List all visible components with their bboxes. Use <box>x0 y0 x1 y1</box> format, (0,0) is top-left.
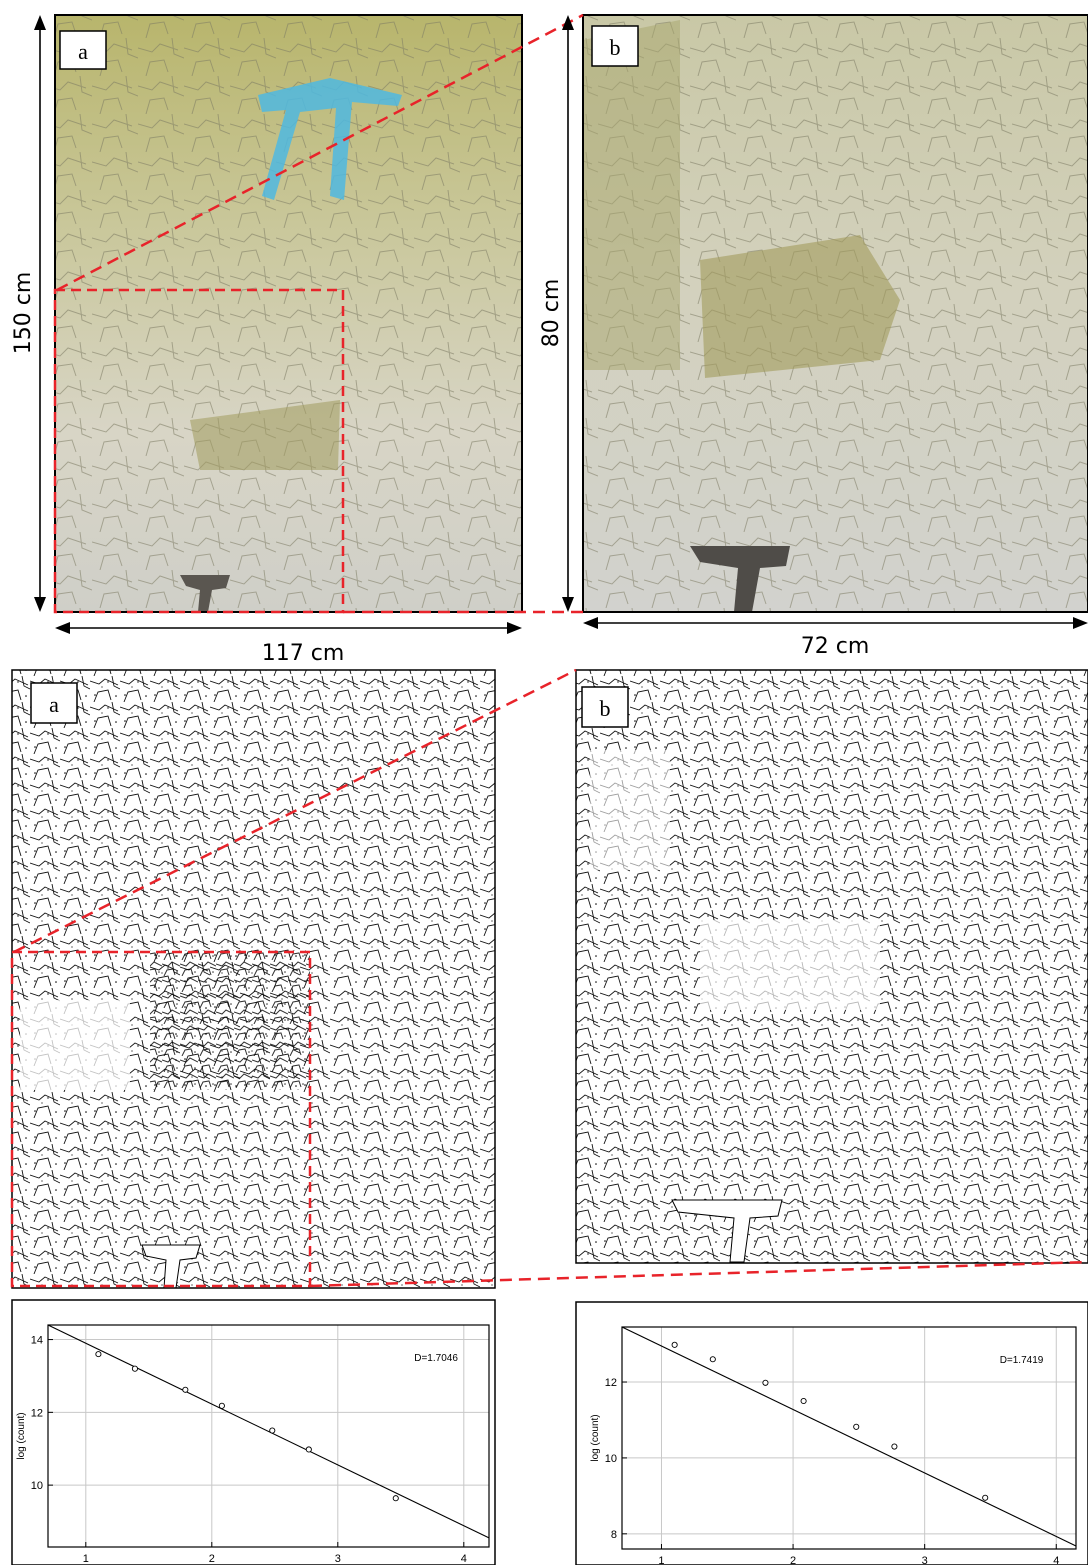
x-tick-label: 2 <box>209 1553 215 1565</box>
fit-line <box>47 1324 490 1539</box>
fit-line <box>621 1326 1077 1547</box>
dim-label-a-height: 150 cm <box>11 272 36 355</box>
y-tick-label: 12 <box>605 1377 617 1389</box>
x-tick-label: 4 <box>461 1553 467 1565</box>
data-point <box>982 1494 989 1501</box>
panel-tag-box <box>59 30 107 70</box>
edge-map-a: a <box>10 669 496 1289</box>
zoom-box-a <box>53 288 345 614</box>
y-tick-label: 12 <box>31 1407 43 1419</box>
panel-tag-mid-b: b <box>600 696 611 721</box>
data-point <box>95 1351 102 1358</box>
x-tick-label: 2 <box>790 1555 796 1565</box>
plot-area <box>621 1326 1077 1550</box>
panel-tag-mid-a: a <box>49 692 59 717</box>
hammer-icon <box>690 546 790 612</box>
dim-label-b-width: 72 cm <box>801 634 870 659</box>
y-axis-label: log (count) <box>16 1412 27 1459</box>
dim-label-b-height: 80 cm <box>539 279 564 348</box>
connector-map-bottom <box>309 1260 1088 1288</box>
hammer-icon <box>671 1199 783 1263</box>
rock-shadow <box>583 20 680 370</box>
plot-a-frame <box>11 1299 496 1565</box>
panel-tag-box <box>30 682 78 724</box>
x-tick-label: 3 <box>922 1555 928 1565</box>
data-point <box>853 1423 860 1430</box>
dim-label-a-width: 117 cm <box>262 641 345 666</box>
data-point <box>269 1427 276 1434</box>
data-point <box>709 1356 716 1363</box>
data-point <box>891 1443 898 1450</box>
y-tick-label: 10 <box>31 1480 43 1492</box>
dimension-b-width <box>583 617 1088 629</box>
zoom-box-a-map <box>10 950 312 1288</box>
data-point <box>392 1495 399 1502</box>
photo-a: a <box>53 14 523 614</box>
plot-b-frame <box>575 1301 1088 1565</box>
data-point <box>800 1397 807 1405</box>
rock-block <box>190 400 340 470</box>
blank-region <box>20 1000 130 1090</box>
connector-top <box>56 13 584 292</box>
dense-region <box>150 950 310 1090</box>
rock-block <box>700 235 900 378</box>
panel-tag-box <box>581 686 629 728</box>
y-tick-label: 10 <box>605 1453 617 1465</box>
x-tick-label: 1 <box>658 1555 664 1565</box>
panel-tag-top-b: b <box>610 35 621 60</box>
hammer-icon <box>180 575 230 612</box>
connector-map-top <box>13 668 577 954</box>
edge-map-b-frame <box>575 669 1088 1264</box>
paint-mark <box>258 78 402 200</box>
panel-tag-top-a: a <box>78 39 88 64</box>
panel-tag-box <box>591 25 639 67</box>
x-tick-label: 3 <box>335 1553 341 1565</box>
y-tick-label: 14 <box>31 1335 43 1347</box>
blank-region <box>590 750 670 870</box>
fractal-dimension-label: D=1.7419 <box>1000 1355 1044 1366</box>
dimension-a-width <box>55 622 522 634</box>
photo-b: b <box>582 14 1088 613</box>
data-point <box>762 1379 769 1386</box>
data-point <box>182 1386 189 1393</box>
data-point <box>671 1341 678 1348</box>
photo-b-frame <box>582 14 1088 613</box>
dimension-a-height <box>34 15 46 612</box>
dimension-b-height <box>562 15 574 612</box>
data-point <box>305 1446 312 1453</box>
x-tick-label: 4 <box>1053 1555 1059 1565</box>
edge-map-b: b <box>575 669 1088 1264</box>
blank-region <box>700 920 880 1010</box>
y-axis-label: log (count) <box>590 1414 601 1461</box>
data-point <box>131 1365 138 1372</box>
fractal-dimension-label: D=1.7046 <box>414 1353 458 1364</box>
x-tick-label: 1 <box>83 1553 89 1565</box>
data-point <box>218 1402 225 1409</box>
y-tick-label: 8 <box>611 1529 617 1541</box>
plot-area <box>47 1324 490 1548</box>
